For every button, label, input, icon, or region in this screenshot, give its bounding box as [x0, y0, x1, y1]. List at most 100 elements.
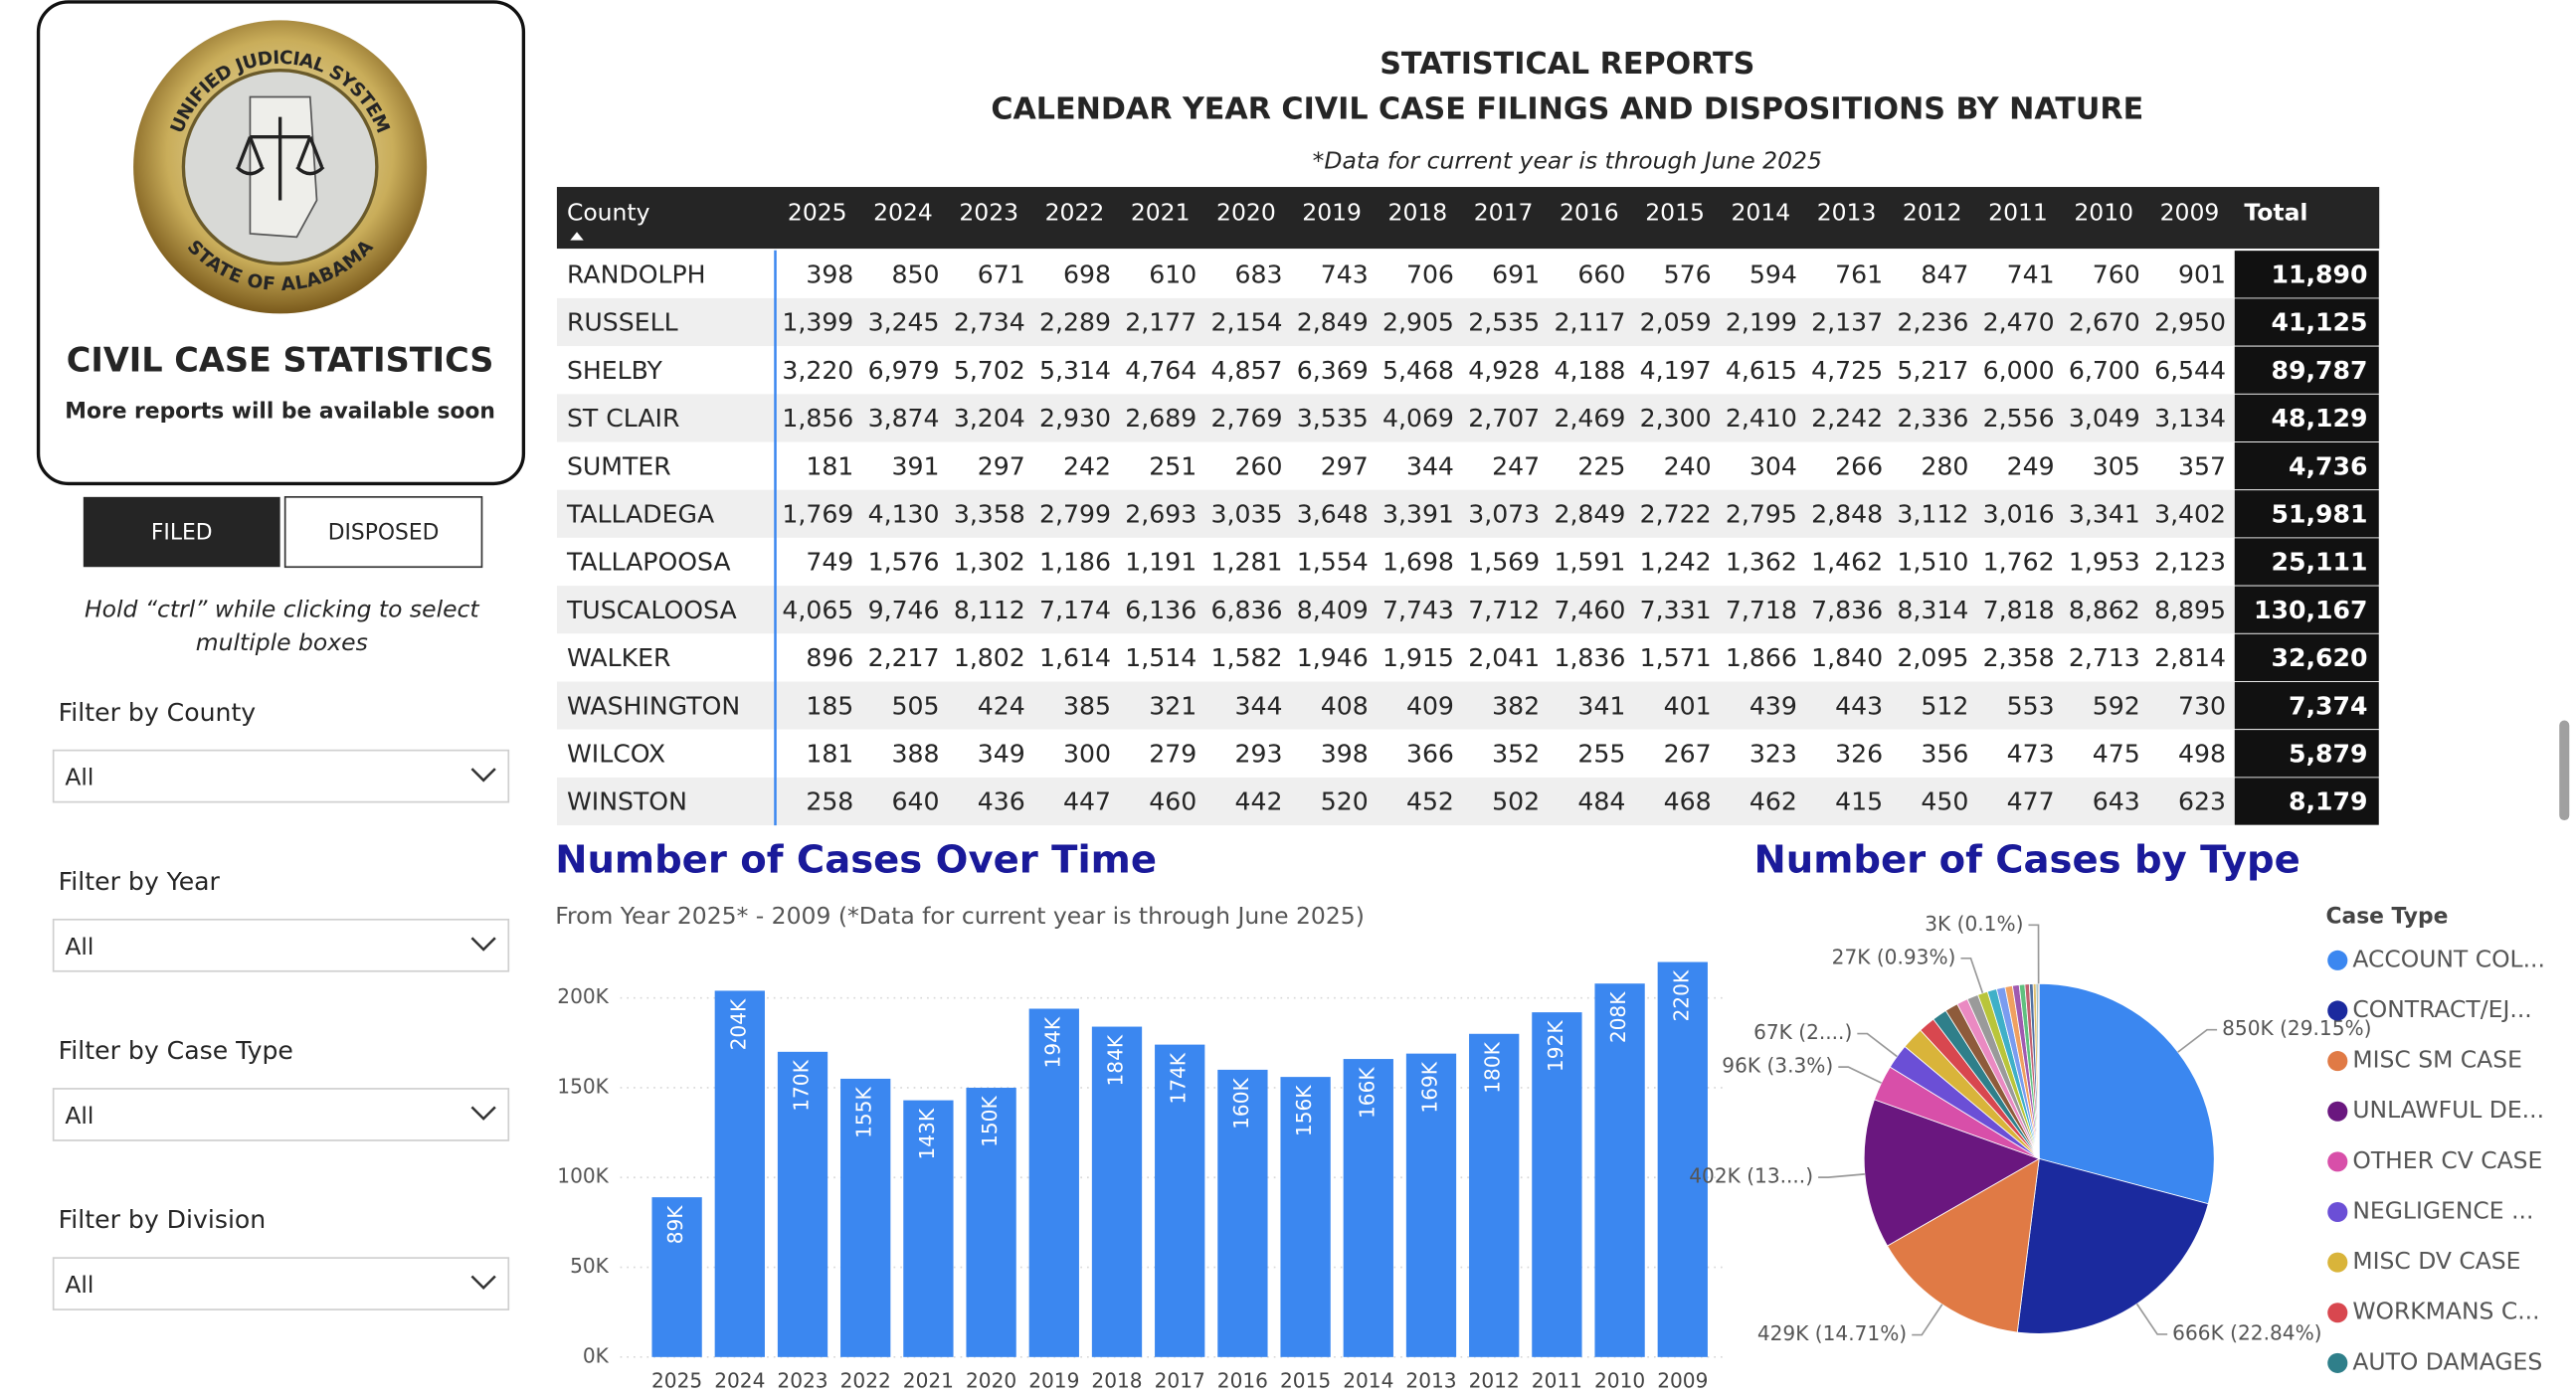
bar[interactable]: [1594, 983, 1645, 1357]
table-cell: 671: [978, 261, 1025, 289]
table-cell: 505: [892, 691, 940, 720]
column-header[interactable]: 2020: [1216, 198, 1276, 226]
disposed-button[interactable]: [283, 495, 483, 569]
legend-label[interactable]: NEGLIGENCE ...: [2352, 1196, 2533, 1224]
dropdown-chevron[interactable]: [470, 1275, 496, 1291]
table-cell: 185: [806, 691, 853, 720]
filter-dropdown[interactable]: [52, 918, 510, 972]
bar[interactable]: [1532, 1012, 1582, 1357]
bar[interactable]: [651, 1197, 702, 1357]
filter-value[interactable]: All: [65, 933, 93, 960]
table-cell: 8,314: [1897, 596, 1968, 624]
table-cell: 398: [806, 261, 853, 289]
scrollbar[interactable]: [2559, 720, 2570, 821]
pie-slice[interactable]: [1887, 1157, 2040, 1333]
bar[interactable]: [714, 990, 765, 1357]
column-header[interactable]: 2012: [1903, 198, 1962, 226]
column-header[interactable]: 2022: [1045, 198, 1105, 226]
legend-label[interactable]: AUTO DAMAGES: [2352, 1347, 2542, 1375]
filter-value[interactable]: All: [65, 1271, 93, 1299]
legend-marker[interactable]: [2327, 1303, 2348, 1323]
bar[interactable]: [1469, 1033, 1520, 1357]
pie-value-label: 3K (0.1%): [1925, 912, 2023, 936]
bar[interactable]: [840, 1078, 891, 1357]
bar-value-label: 220K: [1669, 969, 1693, 1021]
bar[interactable]: [1280, 1077, 1331, 1357]
table-cell: 2,154: [1211, 308, 1283, 337]
filed-button[interactable]: [83, 496, 280, 568]
bar[interactable]: [777, 1051, 828, 1357]
filter-value[interactable]: All: [65, 1102, 93, 1130]
table-row: [556, 586, 2235, 634]
filter-value[interactable]: All: [65, 764, 93, 791]
column-header[interactable]: 2016: [1560, 198, 1619, 226]
column-header[interactable]: 2018: [1388, 198, 1448, 226]
bar[interactable]: [1657, 961, 1708, 1357]
bar[interactable]: [1028, 1008, 1079, 1357]
dropdown-chevron[interactable]: [470, 1106, 496, 1121]
table-cell: 382: [1492, 691, 1540, 720]
pie-slice[interactable]: [2038, 982, 2215, 1205]
bar[interactable]: [1217, 1069, 1268, 1357]
total-cell: [2233, 632, 2380, 682]
legend-marker[interactable]: [2327, 1000, 2348, 1021]
x-tick-label: 2017: [1155, 1368, 1205, 1392]
table-cell: 304: [1749, 451, 1797, 480]
legend-label[interactable]: OTHER CV CASE: [2352, 1146, 2542, 1174]
column-header[interactable]: 2011: [1988, 198, 2048, 226]
legend-marker[interactable]: [2327, 1252, 2348, 1273]
bar[interactable]: [1405, 1053, 1457, 1357]
legend-marker[interactable]: [2327, 1201, 2348, 1223]
column-header[interactable]: 2017: [1474, 198, 1534, 226]
legend-marker[interactable]: [2327, 1051, 2348, 1072]
legend-label[interactable]: UNLAWFUL DE...: [2352, 1096, 2544, 1124]
legend-marker[interactable]: [2327, 1101, 2348, 1122]
column-header[interactable]: 2025: [788, 198, 847, 226]
legend-label[interactable]: WORKMANS C...: [2352, 1298, 2539, 1325]
legend-marker[interactable]: [2327, 1151, 2348, 1172]
bar[interactable]: [966, 1087, 1016, 1357]
table-cell: 3,341: [2069, 499, 2140, 528]
column-header[interactable]: 2021: [1131, 198, 1191, 226]
filter-dropdown[interactable]: [52, 1088, 510, 1141]
total-cell: [2233, 777, 2380, 826]
bar[interactable]: [1155, 1044, 1205, 1357]
dropdown-chevron[interactable]: [470, 937, 496, 952]
legend-marker[interactable]: [2327, 950, 2348, 970]
column-header[interactable]: 2024: [873, 198, 933, 226]
bar[interactable]: [903, 1100, 954, 1357]
legend-label[interactable]: MISC SM CASE: [2352, 1046, 2522, 1074]
column-header[interactable]: 2009: [2160, 198, 2220, 226]
county-name: SHELBY: [567, 356, 663, 385]
total-cell: [2233, 250, 2380, 299]
table-cell: 691: [1492, 261, 1540, 289]
bar-value-label: 169K: [1418, 1061, 1442, 1113]
column-header[interactable]: 2019: [1302, 198, 1362, 226]
total-cell: [2233, 393, 2380, 442]
pie-slice[interactable]: [2016, 1157, 2209, 1334]
bar[interactable]: [1091, 1026, 1143, 1357]
filter-dropdown[interactable]: [52, 1257, 510, 1310]
column-header[interactable]: County: [567, 198, 650, 226]
bar-value-label: 166K: [1355, 1067, 1379, 1119]
pie-value-label: 67K (2....): [1753, 1020, 1852, 1044]
legend-marker[interactable]: [2327, 1352, 2348, 1373]
filter-dropdown[interactable]: [52, 749, 510, 803]
table-cell: 130,167: [2254, 596, 2367, 624]
bar-value-label: 143K: [915, 1108, 939, 1159]
table-cell: 2,236: [1897, 308, 1968, 337]
table-cell: 7,718: [1726, 596, 1797, 624]
column-header[interactable]: 2014: [1731, 198, 1790, 226]
column-header[interactable]: 2010: [2074, 198, 2133, 226]
column-header[interactable]: 2013: [1817, 198, 1877, 226]
disposed-label[interactable]: DISPOSED: [328, 521, 440, 546]
bar[interactable]: [1343, 1059, 1393, 1357]
dropdown-chevron[interactable]: [470, 768, 496, 783]
column-header[interactable]: 2023: [959, 198, 1018, 226]
legend-label[interactable]: ACCOUNT COL...: [2352, 945, 2545, 972]
legend-label[interactable]: MISC DV CASE: [2352, 1247, 2520, 1275]
column-header[interactable]: 2015: [1645, 198, 1705, 226]
legend-label[interactable]: CONTRACT/EJ...: [2352, 995, 2531, 1023]
filed-label[interactable]: FILED: [151, 521, 213, 546]
column-header[interactable]: Total: [2244, 198, 2307, 226]
